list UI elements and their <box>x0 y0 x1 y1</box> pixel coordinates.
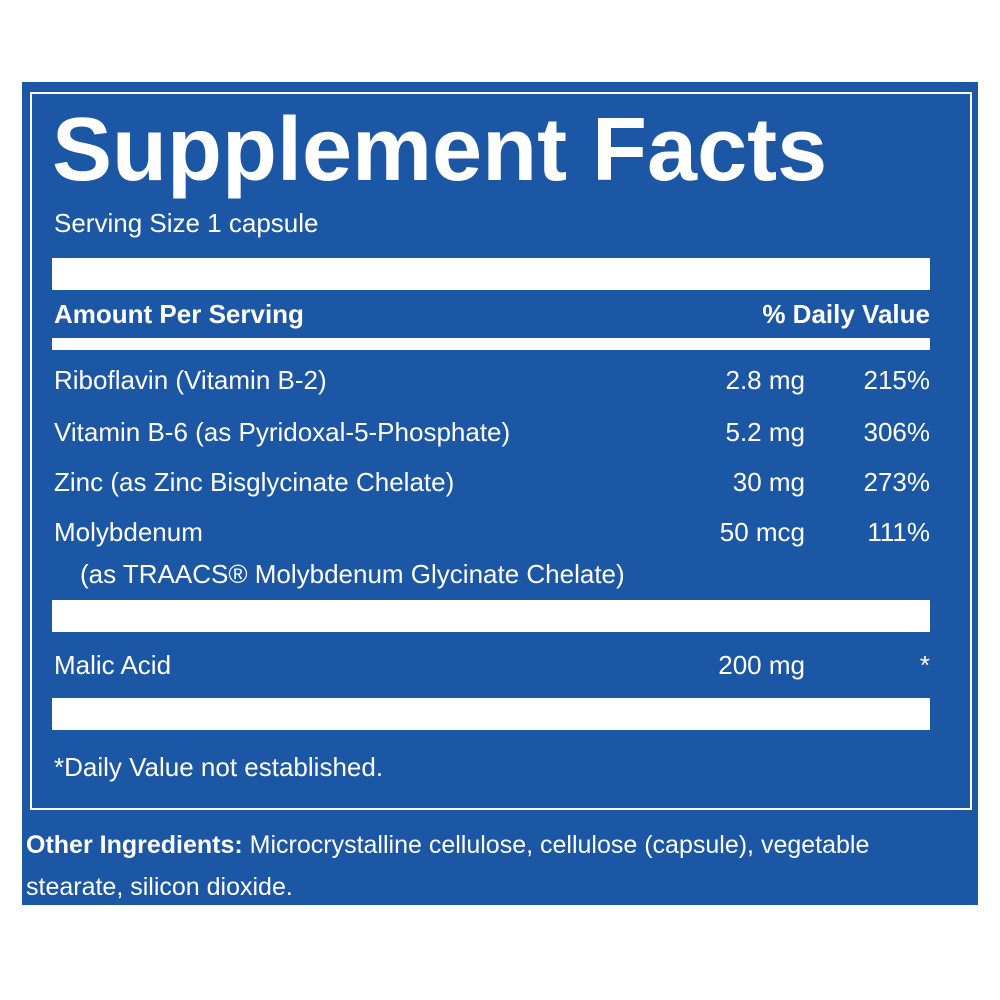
nutrient-daily-value: 111% <box>867 517 930 547</box>
other-ingredients-text: Microcrystalline cellulose, cellulose (c… <box>26 831 870 901</box>
nutrient-daily-value: * <box>919 650 930 680</box>
nutrient-daily-value: 273% <box>863 467 931 497</box>
nutrient-amount: 200 mg <box>718 650 805 680</box>
serving-size: Serving Size 1 capsule <box>54 208 319 238</box>
nutrient-amount: 50 mcg <box>719 517 805 547</box>
nutrient-name: Molybdenum <box>54 517 203 547</box>
divider <box>52 338 930 350</box>
other-ingredients: Other Ingredients: Microcrystalline cell… <box>26 824 971 908</box>
nutrient-name: Riboflavin (Vitamin B-2) <box>54 365 327 395</box>
nutrient-amount: 2.8 mg <box>725 365 806 395</box>
label-panel <box>22 82 978 905</box>
nutrient-name: Malic Acid <box>54 650 172 680</box>
nutrient-name: Vitamin B-6 (as Pyridoxal-5-Phosphate) <box>54 417 511 447</box>
nutrient-detail: (as TRAACS® Molybdenum Glycinate Chelate… <box>80 559 625 589</box>
divider <box>52 600 930 632</box>
amount-header: Amount Per Serving <box>54 299 304 329</box>
dv-header: % Daily Value <box>762 299 930 329</box>
nutrient-amount: 5.2 mg <box>725 417 806 447</box>
footnote: *Daily Value not established. <box>54 752 384 782</box>
nutrient-amount: 30 mg <box>732 467 805 497</box>
divider <box>52 258 930 290</box>
nutrient-daily-value: 306% <box>863 417 931 447</box>
facts-border <box>30 92 972 810</box>
nutrient-name: Zinc (as Zinc Bisglycinate Chelate) <box>54 467 455 497</box>
title: Supplement Facts <box>52 100 828 200</box>
divider <box>52 698 930 730</box>
nutrient-daily-value: 215% <box>863 365 931 395</box>
other-ingredients-label: Other Ingredients: <box>26 831 243 859</box>
